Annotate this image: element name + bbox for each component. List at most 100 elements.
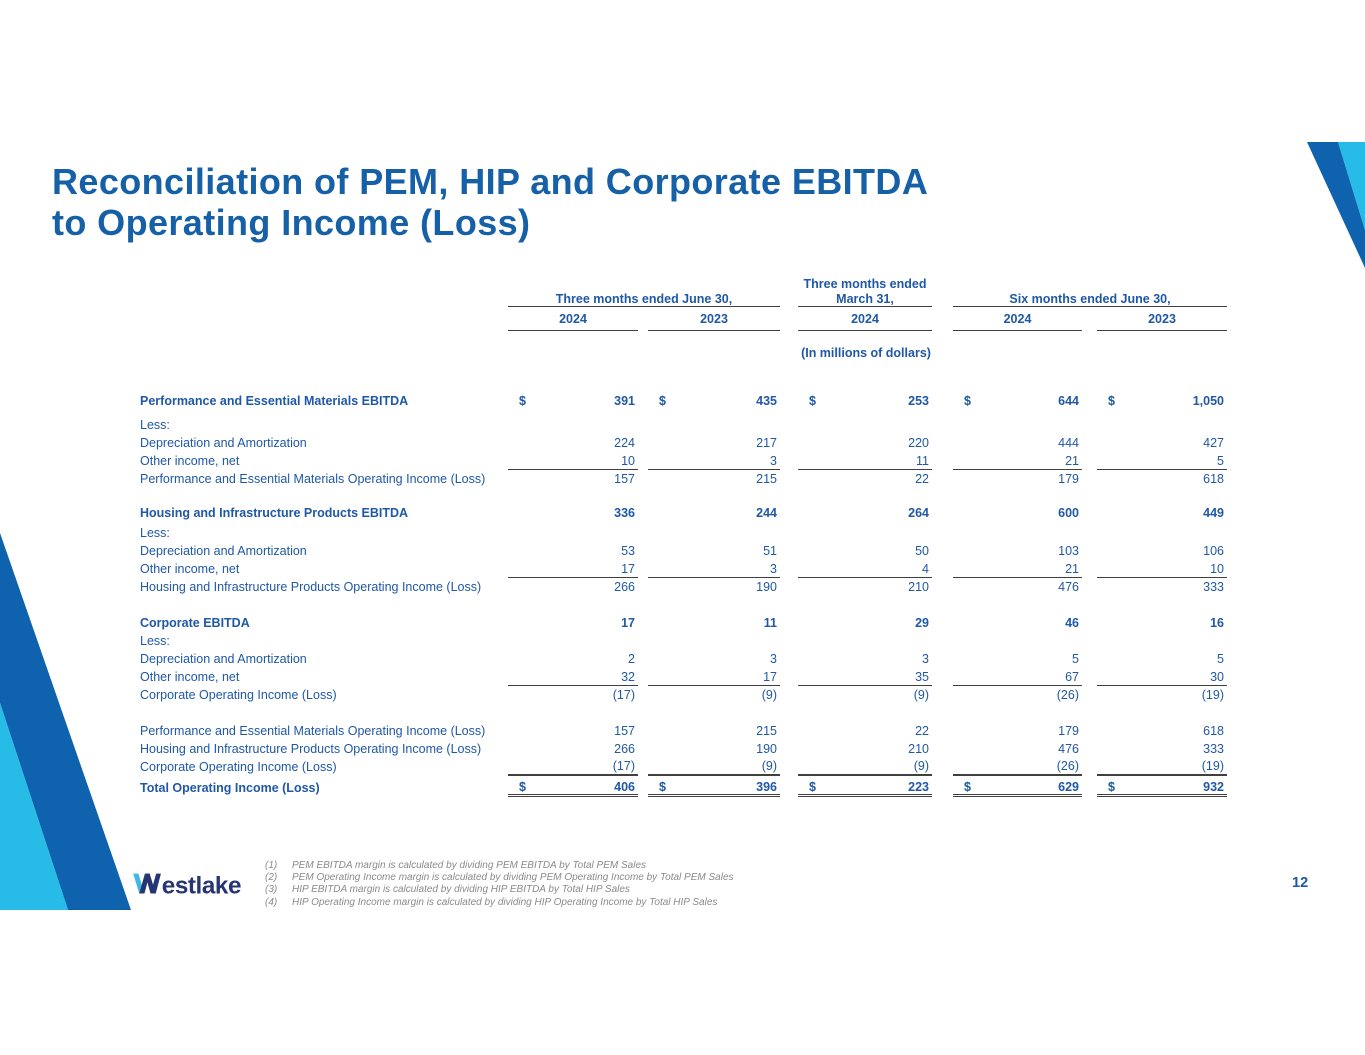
westlake-logo: estlake: [132, 871, 254, 902]
cell-value: 244: [756, 506, 777, 520]
value-cell: (17): [508, 686, 638, 704]
value-cell: $396: [648, 779, 780, 797]
value-cell: 215: [648, 470, 780, 488]
value-cell: (26): [953, 686, 1082, 704]
top-right-cyan-triangle: [1338, 142, 1365, 230]
footnote-text: PEM EBITDA margin is calculated by divid…: [292, 860, 647, 871]
cell-value: 3: [770, 453, 777, 468]
cell-value: 406: [614, 779, 635, 794]
year-header: 2023: [1097, 309, 1227, 331]
cell-value: (26): [1056, 688, 1079, 702]
footnote: (3) HIP EBITDA margin is calculated by di…: [265, 884, 734, 896]
footnote-number: (1): [265, 860, 278, 871]
value-cell: 220: [798, 434, 932, 452]
value-cell: 106: [1097, 542, 1227, 560]
cell-value: 1,050: [1192, 394, 1224, 408]
year-header: 2024: [953, 309, 1082, 331]
value-cell: 266: [508, 740, 638, 758]
value-cell: 2: [508, 650, 638, 668]
dollar-sign: $: [659, 779, 666, 794]
dollar-sign: $: [809, 779, 816, 794]
row-label: Corporate Operating Income (Loss): [140, 760, 337, 774]
value-cell: $406: [508, 779, 638, 797]
value-cell: 476: [953, 578, 1082, 596]
row-label: Total Operating Income (Loss): [140, 781, 320, 795]
value-cell: 224: [508, 434, 638, 452]
value-cell: (19): [1097, 758, 1227, 776]
value-cell: 157: [508, 470, 638, 488]
table-row-subtotal: Corporate Operating Income (Loss) (17) (9)…: [0, 686, 1365, 704]
cell-value: 444: [1058, 436, 1079, 450]
cell-value: 5: [1072, 652, 1079, 666]
units-note: (In millions of dollars): [801, 346, 931, 360]
value-cell: 157: [508, 722, 638, 740]
reconciliation-table: Performance and Essential Materials EBIT…: [0, 392, 1365, 797]
footnotes: (1) PEM EBITDA margin is calculated by di…: [265, 860, 734, 909]
cell-value: 391: [614, 394, 635, 408]
value-cell: 53: [508, 542, 638, 560]
cell-value: 210: [908, 580, 929, 594]
cell-value: 336: [614, 506, 635, 520]
value-cell: 210: [798, 578, 932, 596]
value-cell: (17): [508, 758, 638, 776]
cell-value: (17): [612, 688, 635, 702]
row-label: Depreciation and Amortization: [140, 652, 307, 666]
value-cell: 21: [953, 452, 1082, 470]
cell-value: 3: [770, 652, 777, 666]
value-cell: 17: [508, 560, 638, 578]
row-label: Corporate EBITDA: [140, 616, 250, 630]
cell-value: 103: [1058, 544, 1079, 558]
cell-value: 210: [908, 742, 929, 756]
value-cell: 600: [953, 504, 1082, 522]
value-cell: 5: [1097, 452, 1227, 470]
footnote-text: HIP EBITDA margin is calculated by divid…: [292, 884, 630, 896]
value-cell: 476: [953, 740, 1082, 758]
value-cell: 427: [1097, 434, 1227, 452]
table-row-subtotal: Housing and Infrastructure Products Oper…: [0, 578, 1365, 596]
dollar-sign: $: [1108, 394, 1115, 408]
footnote-text: PEM Operating Income margin is calculate…: [292, 872, 734, 884]
cell-value: 476: [1058, 742, 1079, 756]
value-cell: 30: [1097, 668, 1227, 686]
row-label: Other income, net: [140, 670, 240, 684]
value-cell: 618: [1097, 722, 1227, 740]
value-cell: $435: [648, 392, 780, 410]
value-cell: 67: [953, 668, 1082, 686]
cell-value: 17: [621, 561, 635, 576]
cell-value: (17): [612, 759, 635, 773]
row-label: Less:: [140, 526, 170, 540]
cell-value: 215: [756, 472, 777, 486]
value-cell: 10: [1097, 560, 1227, 578]
row-label: Other income, net: [140, 562, 240, 576]
cell-value: 17: [763, 669, 777, 684]
dollar-sign: $: [659, 394, 666, 408]
value-cell: 444: [953, 434, 1082, 452]
cell-value: (9): [761, 759, 777, 773]
table-row-summary: Performance and Essential Materials Oper…: [0, 722, 1365, 740]
value-cell: (9): [648, 686, 780, 704]
table-row-plain: Less:: [0, 632, 1365, 650]
cell-value: 21: [1065, 453, 1079, 468]
cell-value: 50: [915, 544, 929, 558]
cell-value: 190: [756, 742, 777, 756]
value-cell: 32: [508, 668, 638, 686]
cell-value: 51: [763, 544, 777, 558]
value-cell: 46: [953, 614, 1082, 632]
footnote-number: (3): [265, 884, 278, 896]
value-cell: 4: [798, 560, 932, 578]
table-row-plain: Depreciation and Amortization 53 51 50 103 10…: [0, 542, 1365, 560]
table-row-subtotal: Performance and Essential Materials Oper…: [0, 470, 1365, 488]
value-cell: 17: [648, 668, 780, 686]
value-cell: 10: [508, 452, 638, 470]
dollar-sign: $: [1108, 779, 1115, 794]
value-cell: 17: [508, 614, 638, 632]
cell-value: (19): [1201, 688, 1224, 702]
cell-value: 67: [1065, 669, 1079, 684]
footnote: (4) HIP Operating Income margin is calcul…: [265, 897, 734, 909]
row-label: Corporate Operating Income (Loss): [140, 688, 337, 702]
value-cell: 217: [648, 434, 780, 452]
page-title-line2: to Operating Income (Loss): [52, 202, 531, 243]
cell-value: 32: [621, 669, 635, 684]
value-cell: 449: [1097, 504, 1227, 522]
